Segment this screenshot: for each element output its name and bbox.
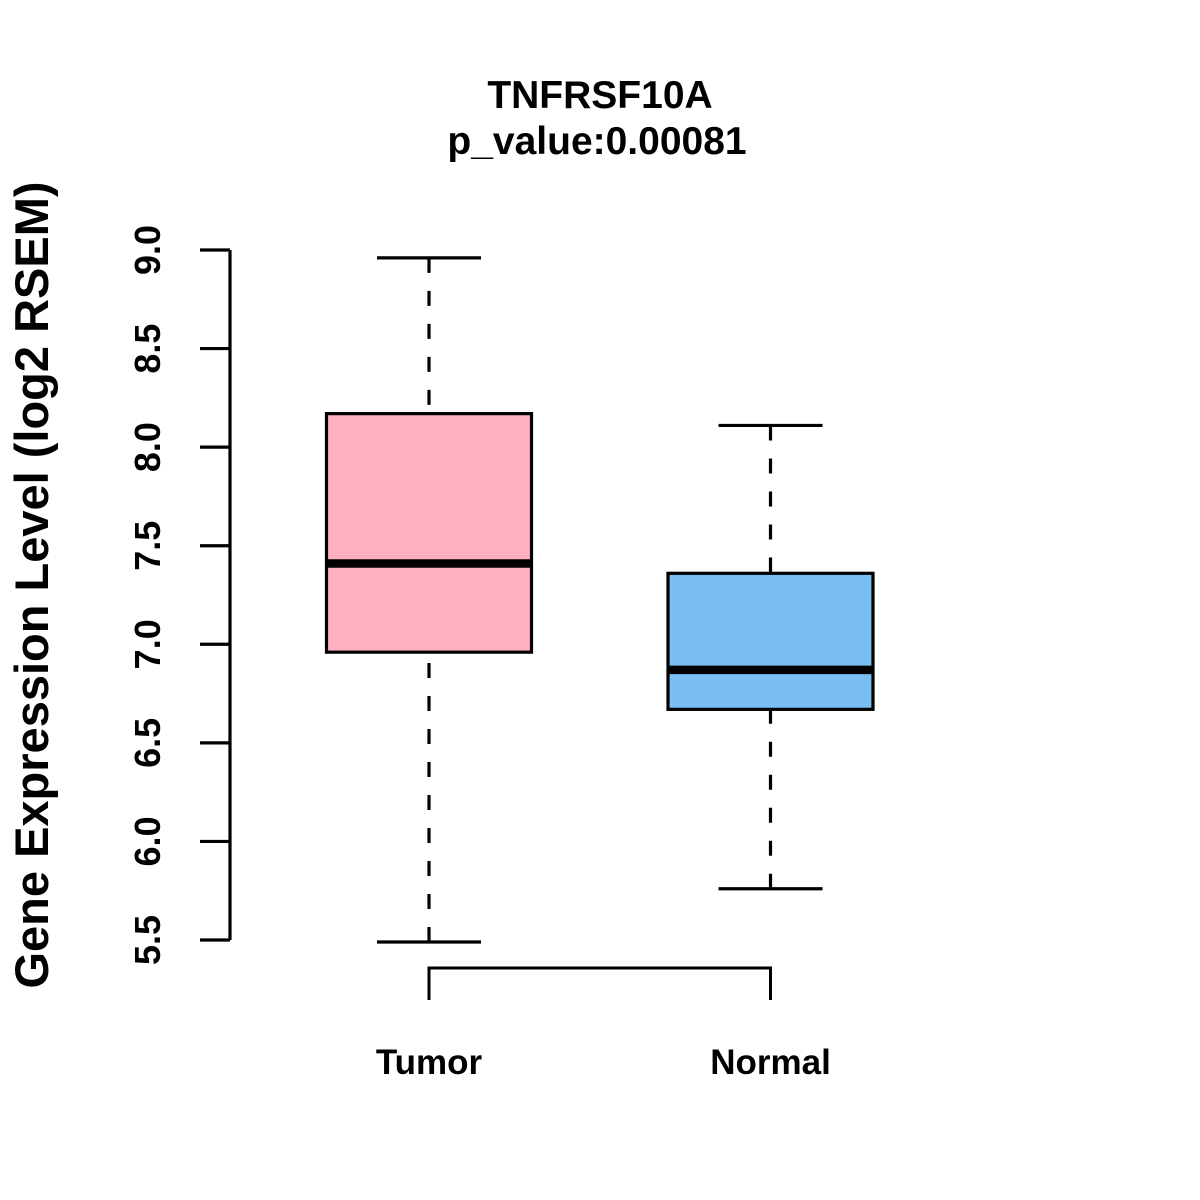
category-label-tumor: Tumor xyxy=(376,1043,483,1082)
y-tick-label: 7.5 xyxy=(127,521,168,571)
category-labels: Tumor Normal xyxy=(376,1043,831,1082)
boxplot-groups xyxy=(324,256,875,944)
box-group-tumor xyxy=(324,256,534,944)
y-tick-label: 9.0 xyxy=(127,225,168,275)
iqr-box xyxy=(324,412,534,654)
y-tick-label: 7.0 xyxy=(127,619,168,669)
y-tick-label: 6.0 xyxy=(127,816,168,866)
box-group-normal xyxy=(666,423,875,891)
category-label-normal: Normal xyxy=(710,1043,831,1082)
bracket-path xyxy=(427,966,772,1000)
y-axis-label: Gene Expression Level (log2 RSEM) xyxy=(5,181,58,988)
y-tick-label: 8.0 xyxy=(127,422,168,472)
y-tick-label: 8.5 xyxy=(127,324,168,374)
y-tick-label: 6.5 xyxy=(127,718,168,768)
chart-title: TNFRSF10A xyxy=(487,74,712,117)
y-tick-label: 5.5 xyxy=(127,915,168,965)
comparison-bracket xyxy=(427,966,772,1000)
chart-subtitle-pvalue: p_value:0.00081 xyxy=(447,120,746,163)
iqr-box xyxy=(666,571,875,711)
y-axis: 5.5 6.0 6.5 7.0 7.5 8.0 8.5 9.0 xyxy=(127,225,232,965)
